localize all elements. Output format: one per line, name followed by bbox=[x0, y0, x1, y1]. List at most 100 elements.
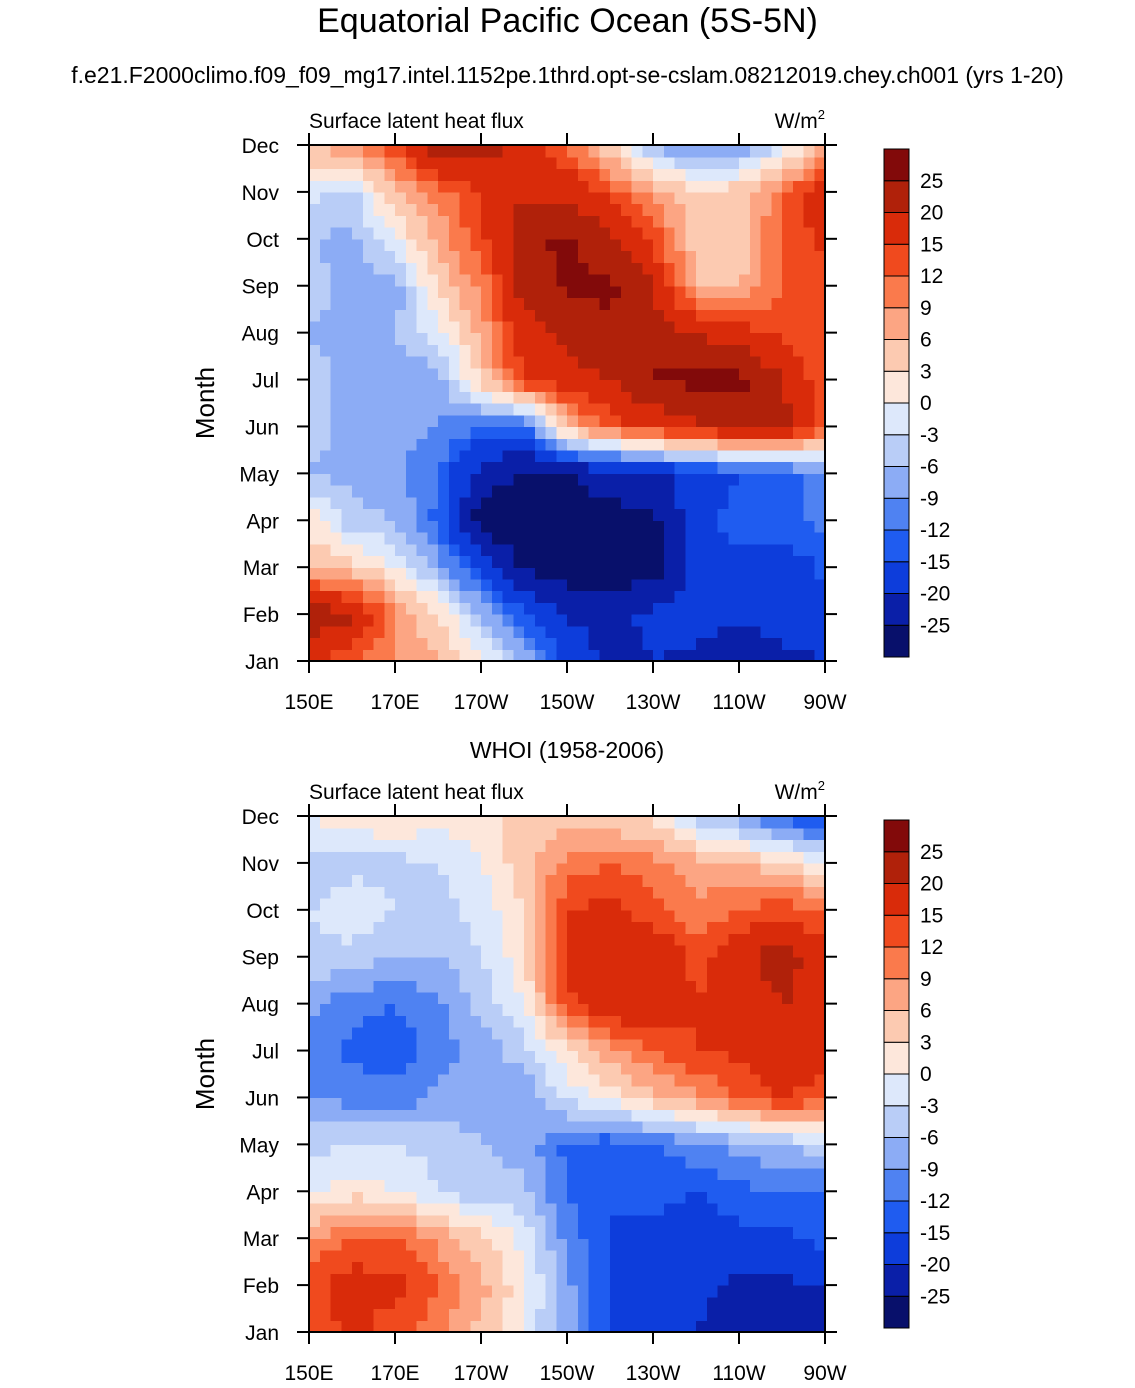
heatmap-cell bbox=[309, 909, 321, 923]
heatmap-cell bbox=[620, 227, 633, 240]
heatmap-cell bbox=[674, 614, 686, 627]
heatmap-cell bbox=[427, 1249, 439, 1263]
heatmap-cell bbox=[556, 473, 568, 486]
heatmap-cell bbox=[749, 250, 762, 263]
heatmap-cell bbox=[803, 567, 815, 580]
heatmap-cell bbox=[309, 414, 321, 428]
heatmap-cell bbox=[792, 367, 805, 381]
heatmap-cell bbox=[814, 532, 826, 545]
colorbar-label: 0 bbox=[920, 1063, 932, 1086]
heatmap-cell bbox=[438, 1097, 450, 1110]
heatmap-cell bbox=[739, 590, 751, 603]
heatmap-cell bbox=[405, 1027, 418, 1040]
heatmap-cell bbox=[588, 614, 600, 627]
heatmap-cell bbox=[384, 1214, 396, 1228]
heatmap-cell bbox=[717, 449, 729, 463]
heatmap-cell bbox=[470, 332, 482, 345]
heatmap-cell bbox=[309, 1226, 321, 1239]
heatmap-cell bbox=[416, 532, 428, 545]
heatmap-cell bbox=[814, 156, 826, 170]
heatmap-cell bbox=[362, 1308, 375, 1321]
heatmap-cell bbox=[352, 1285, 364, 1298]
heatmap-cell bbox=[642, 851, 654, 864]
heatmap-cell bbox=[706, 1003, 719, 1016]
heatmap-cell bbox=[717, 578, 729, 592]
heatmap-cell bbox=[706, 874, 719, 887]
heatmap-cell bbox=[416, 320, 428, 334]
heatmap-cell bbox=[373, 851, 385, 864]
heatmap-cell bbox=[642, 898, 654, 911]
colorbar-label: 25 bbox=[920, 170, 943, 193]
heatmap-cell bbox=[620, 438, 633, 451]
heatmap-cell bbox=[771, 332, 783, 345]
heatmap-cell bbox=[534, 1074, 547, 1087]
heatmap-cell bbox=[674, 1085, 686, 1099]
heatmap-cell bbox=[610, 839, 622, 852]
heatmap-cell bbox=[567, 1238, 579, 1251]
heatmap-cell bbox=[319, 1214, 332, 1228]
heatmap-cell bbox=[771, 344, 783, 357]
heatmap-cell bbox=[803, 344, 815, 357]
heatmap-cell bbox=[610, 1203, 622, 1216]
heatmap-cell bbox=[438, 156, 450, 170]
heatmap-cell bbox=[405, 1085, 418, 1099]
y-tick-label: Sep bbox=[242, 947, 279, 970]
heatmap-cell bbox=[513, 391, 525, 404]
heatmap-cell bbox=[330, 367, 342, 381]
heatmap-cell bbox=[706, 297, 719, 310]
heatmap-cell bbox=[728, 344, 740, 357]
heatmap-cell bbox=[481, 851, 493, 864]
heatmap-cell bbox=[491, 543, 504, 557]
heatmap-cell bbox=[405, 921, 418, 934]
heatmap-cell bbox=[610, 614, 622, 627]
heatmap-cell bbox=[760, 968, 772, 981]
heatmap-cell bbox=[384, 991, 396, 1005]
heatmap-cell bbox=[416, 1308, 428, 1321]
y-tick-label: Mar bbox=[243, 1228, 279, 1251]
heatmap-cell bbox=[706, 367, 719, 381]
heatmap-cell bbox=[513, 168, 525, 181]
heatmap-cell bbox=[545, 945, 557, 958]
heatmap-cell bbox=[330, 991, 342, 1005]
heatmap-cell bbox=[814, 543, 826, 557]
heatmap-cell bbox=[513, 1249, 525, 1263]
heatmap-cell bbox=[405, 1214, 418, 1228]
heatmap-cell bbox=[771, 485, 783, 498]
heatmap-cell bbox=[545, 1226, 557, 1239]
heatmap-cell bbox=[814, 145, 826, 158]
heatmap-cell bbox=[481, 1249, 493, 1263]
heatmap-cell bbox=[749, 379, 762, 392]
heatmap-cell bbox=[341, 1062, 353, 1075]
heatmap-cell bbox=[416, 862, 428, 876]
heatmap-cell bbox=[330, 1156, 342, 1169]
heatmap-cell bbox=[599, 309, 611, 322]
heatmap-cell bbox=[438, 590, 450, 603]
heatmap-cell bbox=[405, 1308, 418, 1321]
heatmap-cell bbox=[481, 309, 493, 322]
heatmap-cell bbox=[330, 1320, 342, 1333]
heatmap-cell bbox=[373, 1109, 385, 1122]
heatmap-cell bbox=[728, 1085, 740, 1099]
heatmap-cell bbox=[760, 980, 772, 993]
heatmap-cell bbox=[739, 532, 751, 545]
heatmap-cell bbox=[717, 145, 729, 158]
colorbar-box bbox=[883, 624, 910, 658]
heatmap-cell bbox=[696, 827, 708, 841]
heatmap-cell bbox=[405, 945, 418, 958]
heatmap-cell bbox=[567, 1214, 579, 1228]
heatmap-cell bbox=[481, 1296, 493, 1310]
heatmap-cell bbox=[685, 250, 697, 263]
heatmap-cell bbox=[470, 356, 482, 369]
heatmap-cell bbox=[653, 1085, 665, 1099]
heatmap-cell bbox=[545, 909, 557, 923]
heatmap-cell bbox=[395, 227, 407, 240]
heatmap-cell bbox=[803, 215, 815, 228]
heatmap-cell bbox=[782, 874, 794, 887]
heatmap-cell bbox=[362, 1261, 375, 1274]
heatmap-cell bbox=[330, 1308, 342, 1321]
heatmap-cell bbox=[309, 1273, 321, 1286]
heatmap-cell bbox=[470, 227, 482, 240]
heatmap-cell bbox=[717, 1003, 729, 1016]
heatmap-cell bbox=[771, 532, 783, 545]
colorbar-label: -20 bbox=[920, 1254, 950, 1277]
